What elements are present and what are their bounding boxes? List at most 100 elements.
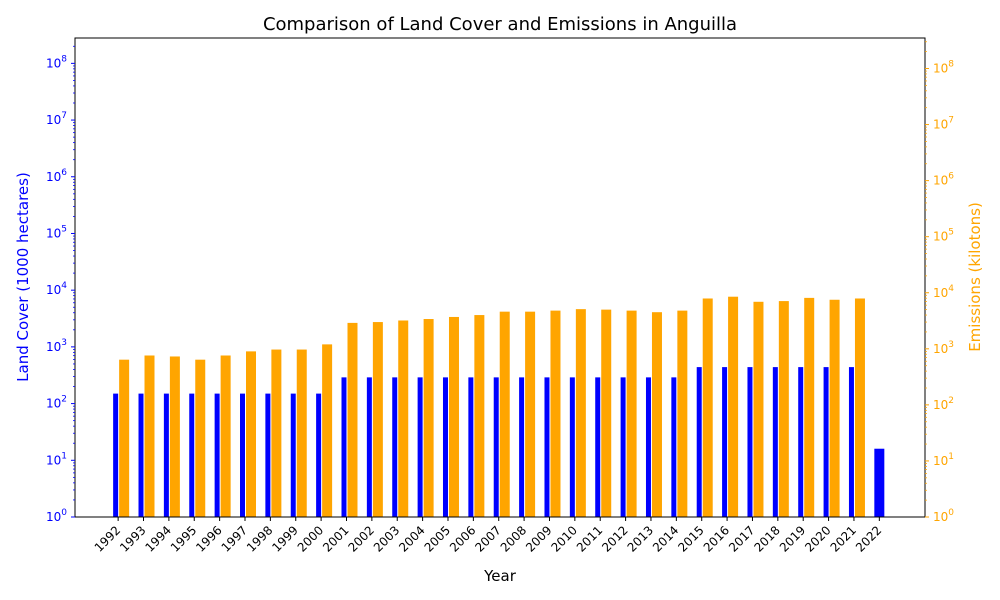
land-cover-bar [569,377,575,517]
y-tick-label: 105 [933,228,954,244]
x-tick-label: 1993 [117,523,148,554]
chart-title: Comparison of Land Cover and Emissions i… [263,14,737,35]
x-tick-label: 2007 [472,523,503,554]
x-tick-label: 2017 [726,523,757,554]
land-cover-bar [392,377,398,517]
right-y-axis-label: Emissions (kilotons) [966,202,984,352]
y-tick-label: 103 [933,340,954,356]
land-cover-bar [519,377,525,517]
emissions-bar [854,298,865,517]
x-tick-label: 2014 [650,523,681,554]
x-tick-label: 1995 [168,523,199,554]
land-cover-bar [798,367,804,517]
land-cover-bar [290,393,296,517]
land-cover-bar [544,377,550,517]
y-tick-label: 108 [933,60,954,76]
y-tick-label: 104 [933,284,954,300]
land-cover-bar [214,393,220,517]
x-tick-label: 2013 [625,523,656,554]
land-cover-bar [620,377,626,517]
land-cover-bar [848,367,854,517]
emissions-bar [398,320,409,517]
emissions-bar [728,296,739,517]
emissions-bar [829,299,840,517]
land-cover-bar [138,393,144,517]
x-axis-label: Year [483,567,517,585]
x-tick-label: 1996 [193,523,224,554]
x-tick-label: 2020 [802,523,833,554]
land-cover-bar [341,377,347,517]
land-cover-bar [113,393,119,517]
emissions-bar [322,344,333,517]
x-tick-label: 2021 [828,523,859,554]
x-tick-label: 2005 [422,523,453,554]
land-cover-bar [240,393,245,517]
emissions-bar [195,359,206,517]
x-axis: 1992199319941995199619971998199920002001… [92,517,884,555]
x-tick-label: 1994 [143,523,174,554]
emissions-bar [651,312,662,517]
x-tick-label: 2002 [345,523,376,554]
emissions-bar [575,309,586,517]
x-tick-label: 2006 [447,523,478,554]
x-tick-label: 1998 [244,523,275,554]
y-tick-label: 105 [46,224,67,240]
land-cover-bar [366,377,372,517]
x-tick-label: 2011 [574,523,605,554]
land-cover-bar [468,377,474,517]
emissions-bar [220,355,231,517]
plot-frame [74,37,926,518]
emissions-bar [499,311,510,517]
x-tick-label: 1992 [92,523,123,554]
land-cover-bar [493,377,499,517]
y-tick-label: 102 [933,396,954,412]
y-tick-label: 106 [46,168,67,184]
land-cover-bar [747,367,753,517]
y-tick-label: 107 [933,116,954,132]
emissions-bar [246,351,256,517]
land-cover-bar [722,367,728,517]
land-cover-bar [696,367,702,517]
plot-area [74,37,926,518]
land-cover-bar [442,377,448,517]
y-tick-label: 100 [46,508,67,524]
emissions-bar [271,349,282,517]
emissions-bar [804,297,815,517]
emissions-bar [448,316,459,517]
x-tick-label: 2015 [675,523,706,554]
y-tick-label: 103 [46,338,67,354]
x-tick-label: 2000 [295,523,326,554]
land-cover-bar [417,377,423,517]
emissions-bar [601,309,612,517]
x-tick-label: 2001 [320,523,351,554]
emissions-bar [677,310,688,517]
x-tick-label: 1997 [219,523,250,554]
y-tick-label: 107 [46,111,67,127]
x-tick-label: 1999 [269,523,300,554]
x-tick-label: 2010 [548,523,579,554]
land-cover-bar [823,367,829,517]
emissions-bar [347,322,358,517]
land-cover-bar [874,448,885,517]
x-tick-label: 2019 [777,523,808,554]
emissions-bar [372,322,383,517]
land-cover-bar [316,393,322,517]
emissions-bar [169,356,180,517]
x-tick-label: 2022 [853,523,884,554]
y-tick-label: 101 [46,451,67,467]
emissions-bar [525,311,536,517]
emissions-bar [702,298,713,517]
y-tick-label: 101 [933,452,954,468]
emissions-bar [144,355,155,517]
x-tick-label: 2009 [523,523,554,554]
emissions-bar [550,310,561,517]
emissions-bar [296,349,307,517]
land-cover-bar [189,393,195,517]
emissions-bar [778,301,789,517]
y-tick-label: 108 [46,54,67,70]
x-tick-label: 2004 [396,523,427,554]
x-tick-label: 2012 [599,523,630,554]
y-tick-label: 100 [933,508,954,524]
emissions-bar [423,319,434,517]
